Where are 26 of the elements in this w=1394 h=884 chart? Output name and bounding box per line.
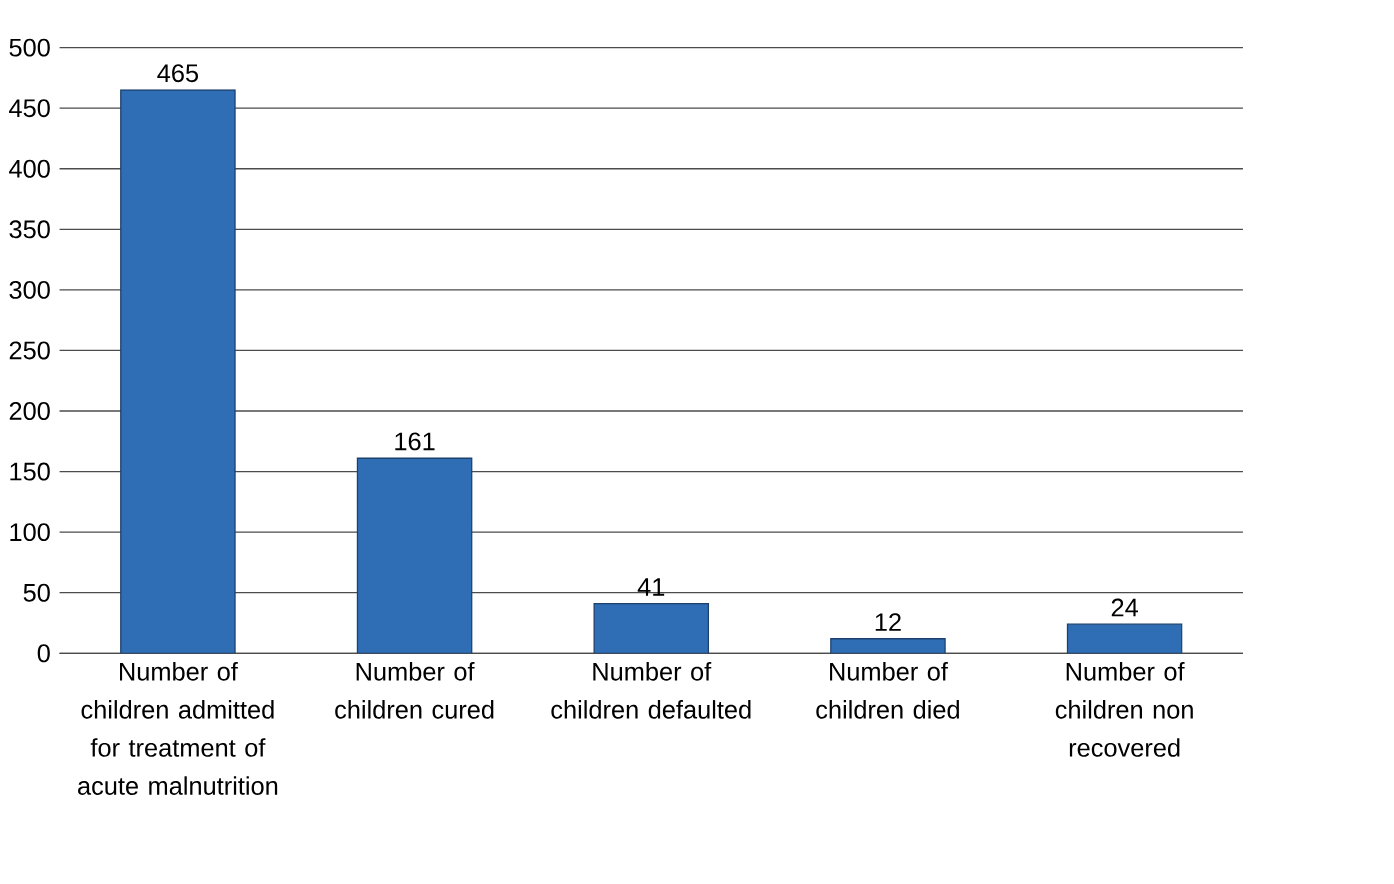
x-tick-label: Number of children non recovered xyxy=(1055,662,1193,757)
bar xyxy=(1066,623,1183,654)
y-tick-label: 150 xyxy=(10,462,50,481)
y-tick-label: 500 xyxy=(9,38,50,57)
y-tick-label: 400 xyxy=(9,159,50,178)
y-tick-label: 200 xyxy=(9,402,50,421)
data-label: 12 xyxy=(875,613,901,631)
y-tick-label: 50 xyxy=(23,583,50,602)
y-tick-label: 350 xyxy=(9,220,50,239)
bar xyxy=(356,457,473,654)
y-tick-label: 250 xyxy=(9,341,50,360)
data-label: 24 xyxy=(1111,598,1138,617)
data-label: 41 xyxy=(637,578,665,596)
y-tick-label: 100 xyxy=(10,523,50,542)
x-tick-label: Number of children admitted for treatment of acute malnutrition xyxy=(78,662,278,796)
y-tick-label: 300 xyxy=(9,281,50,299)
x-tick-label: Number of children died xyxy=(816,662,959,719)
y-tick-label: 450 xyxy=(9,99,50,118)
bar xyxy=(593,603,710,654)
x-tick-label: Number of children defaulted xyxy=(551,662,751,719)
x-tick-label: Number of children cured xyxy=(335,662,494,719)
data-label: 465 xyxy=(157,64,199,83)
bar xyxy=(830,638,946,654)
data-label: 161 xyxy=(395,432,435,451)
bar xyxy=(120,89,236,654)
y-tick-label: 0 xyxy=(37,644,50,663)
